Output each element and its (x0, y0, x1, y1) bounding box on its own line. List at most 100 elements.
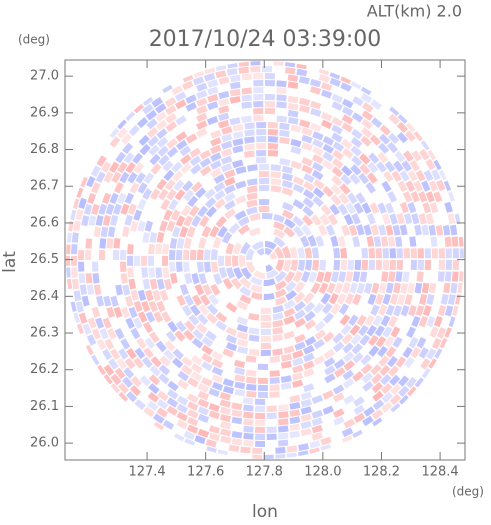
echo-cell (439, 337, 450, 350)
echo-cell (75, 209, 84, 221)
echo-cell (147, 135, 159, 147)
echo-cell (213, 189, 226, 201)
echo-cell (215, 320, 227, 331)
echo-cell (120, 249, 127, 260)
echo-cell (253, 108, 264, 115)
echo-cell (398, 385, 410, 397)
echo-cell (127, 203, 137, 215)
echo-cell (189, 155, 202, 167)
echo-cell (86, 334, 97, 346)
y-unit: (deg) (18, 33, 50, 47)
echo-cell (289, 430, 301, 439)
echo-cell (260, 321, 272, 329)
echo-cell (208, 294, 220, 306)
echo-cell (347, 192, 358, 205)
echo-cell (246, 261, 256, 274)
echo-cell (164, 278, 173, 291)
echo-cell (179, 226, 189, 238)
echo-cell (181, 356, 193, 367)
echo-cell (400, 282, 408, 294)
echo-cell (258, 177, 270, 185)
echo-cell (361, 110, 374, 121)
echo-cell (313, 338, 325, 350)
echo-cell (220, 428, 232, 437)
echo-cell (299, 97, 311, 106)
echo-cell (172, 226, 181, 238)
echo-cell (370, 224, 380, 236)
echo-cell (353, 404, 365, 415)
echo-cell (265, 241, 277, 250)
echo-cell (349, 173, 361, 185)
echo-cell (352, 429, 364, 440)
echo-cell (302, 197, 315, 209)
echo-cell (147, 391, 160, 403)
echo-cell (149, 278, 158, 290)
echo-cell (174, 330, 186, 342)
echo-cell (183, 329, 195, 341)
echo-cell (451, 271, 459, 282)
echo-cell (322, 312, 334, 324)
echo-cell (125, 317, 135, 329)
echo-cell (361, 247, 368, 259)
echo-cell (375, 336, 387, 348)
echo-cell (263, 278, 276, 287)
echo-cell (299, 119, 311, 128)
echo-cell (341, 114, 354, 125)
echo-cell (341, 282, 351, 294)
echo-cell (368, 260, 375, 271)
echo-cell (304, 247, 312, 259)
echo-cell (108, 358, 119, 370)
echo-cell (182, 180, 194, 192)
echo-cell (156, 300, 166, 313)
echo-cell (294, 281, 306, 293)
echo-cell (389, 293, 399, 305)
echo-cell (170, 273, 178, 284)
echo-cell (219, 399, 231, 408)
y-tick-label: 26.0 (30, 436, 59, 451)
echo-cell (270, 171, 282, 179)
echo-cell (236, 323, 249, 333)
echo-cell (240, 446, 251, 454)
echo-cell (378, 355, 390, 367)
echo-cell (290, 138, 302, 148)
echo-cell (396, 248, 403, 259)
y-tick-label: 26.6 (30, 215, 59, 230)
echo-cell (180, 205, 192, 217)
echo-cell (403, 150, 414, 162)
echo-cell (323, 271, 332, 283)
echo-cell (273, 221, 286, 231)
echo-cell (265, 264, 274, 272)
echo-cell (91, 203, 100, 215)
echo-cell (431, 337, 442, 350)
echo-cell (421, 282, 430, 294)
echo-cell (407, 282, 416, 294)
echo-cell (289, 423, 301, 432)
echo-cell (332, 149, 344, 161)
echo-cell (424, 260, 432, 271)
echo-cell (255, 149, 267, 157)
echo-cell (389, 213, 398, 225)
echo-cell (426, 315, 436, 328)
echo-cell (163, 169, 175, 182)
echo-cell (310, 214, 322, 226)
echo-cell (224, 192, 236, 203)
echo-cell (407, 201, 417, 214)
echo-cell (275, 454, 286, 459)
echo-cell (176, 261, 183, 273)
echo-cell (85, 238, 93, 249)
echo-cell (232, 138, 244, 147)
echo-cell (285, 61, 296, 68)
echo-cell (124, 192, 135, 205)
echo-cell (241, 73, 252, 81)
echo-cell (294, 341, 306, 351)
echo-cell (116, 127, 128, 139)
echo-cell (265, 100, 276, 108)
echo-cell (194, 435, 206, 445)
echo-cell (350, 333, 362, 346)
echo-cell (371, 409, 384, 420)
echo-cell (327, 213, 339, 226)
echo-cell (204, 188, 216, 200)
echo-cell (95, 171, 106, 183)
echo-cell (171, 85, 183, 96)
echo-cell (74, 186, 84, 199)
